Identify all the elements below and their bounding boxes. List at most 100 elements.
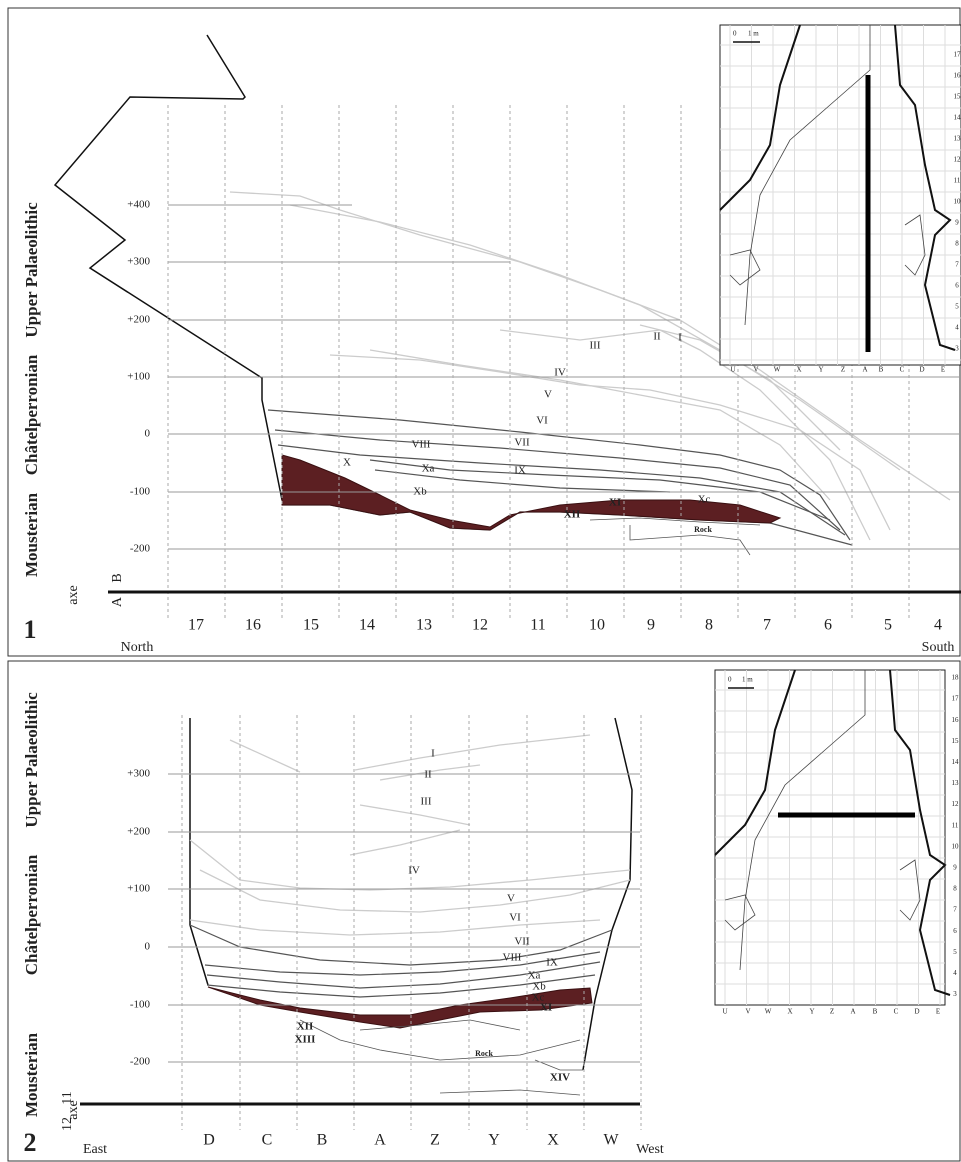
depth-label: 0: [145, 941, 151, 953]
inset-column-label: B: [879, 366, 884, 374]
layer-label: XII: [297, 1021, 314, 1033]
inset-row-label: 7: [955, 261, 959, 269]
layer-label: IV: [408, 865, 420, 877]
depth-label: -100: [130, 999, 151, 1011]
inset-row-label: 8: [953, 885, 957, 893]
inset-row-label: 4: [955, 324, 959, 332]
layer-label: VI: [509, 912, 521, 924]
depth-label: -200: [130, 543, 151, 555]
layer-label: VIII: [412, 439, 431, 451]
inset-row-label: 10: [952, 842, 960, 850]
direction-label: South: [922, 640, 955, 655]
inset-row-label: 3: [955, 345, 959, 353]
inset-row-label: 16: [952, 716, 960, 724]
column-label: W: [603, 1132, 619, 1149]
inset-column-label: V: [753, 366, 758, 374]
inset-row-label: 13: [954, 135, 961, 143]
layer-label: III: [421, 796, 432, 808]
inset-row-label: 6: [955, 282, 959, 290]
inset-column-label: D: [919, 366, 924, 374]
inset-column-label: X: [787, 1008, 792, 1016]
inset-column-label: A: [862, 366, 867, 374]
column-label: 4: [934, 617, 942, 634]
layer-label: VI: [536, 415, 548, 427]
inset-column-label: X: [796, 366, 801, 374]
inset-row-label: 10: [954, 198, 961, 206]
inset-column-label: V: [745, 1008, 750, 1016]
inset-column-label: E: [941, 366, 945, 374]
column-label: 14: [359, 617, 375, 634]
layer-label: XIII: [295, 1034, 316, 1046]
panel-number: 2: [24, 1128, 37, 1157]
layer-label: V: [507, 893, 515, 905]
inset-row-label: 12: [954, 156, 961, 164]
axe-id: 11: [60, 1091, 75, 1104]
inset-row-label: 4: [953, 969, 957, 977]
inset-scale-label: 1 m: [742, 676, 753, 684]
inset-column-label: Y: [809, 1008, 814, 1016]
inset-column-label: A: [850, 1008, 855, 1016]
layer-label: I: [678, 332, 682, 344]
layer-label: Xc: [698, 494, 711, 506]
layer-label: III: [590, 340, 601, 352]
layer-label: X: [343, 457, 351, 469]
inset-row-label: 11: [952, 821, 959, 829]
layer-label: VII: [514, 437, 530, 449]
inset-row-label: 18: [952, 674, 960, 682]
axe-label: axe: [66, 585, 81, 604]
depth-label: +200: [127, 314, 150, 326]
inset-column-label: E: [936, 1008, 940, 1016]
depth-label: -200: [130, 1056, 151, 1068]
inset-row-label: 15: [954, 93, 961, 101]
depth-label: +300: [127, 256, 150, 268]
inset-column-label: U: [730, 366, 735, 374]
inset-scale-label: 0: [728, 676, 732, 684]
column-label: 13: [416, 617, 432, 634]
layer-label: XI: [609, 497, 621, 509]
layer-label: Rock: [694, 525, 712, 534]
column-label: 9: [647, 617, 655, 634]
period-label: Upper Palaeolithic: [22, 202, 41, 338]
layer-label: II: [653, 331, 661, 343]
inset-row-label: 9: [953, 864, 957, 872]
inset-column-label: W: [774, 366, 781, 374]
column-label: C: [262, 1132, 273, 1149]
figure: +400+300+200+1000-100-200171615141312111…: [0, 0, 961, 1162]
column-label: 16: [245, 617, 261, 634]
inset-row-label: 7: [953, 906, 957, 914]
inset-column-label: B: [873, 1008, 878, 1016]
column-label: 8: [705, 617, 713, 634]
period-label: Châtelperronian: [22, 354, 41, 475]
inset-row-label: 12: [952, 800, 960, 808]
rock: [300, 1020, 583, 1095]
inset-frame: [720, 25, 961, 365]
column-label: X: [547, 1132, 559, 1149]
depth-label: +200: [127, 826, 150, 838]
panel-number: 1: [24, 615, 37, 644]
layer-label: XIV: [550, 1072, 570, 1084]
inset-scale-label: 0: [733, 30, 737, 38]
column-label: 17: [188, 617, 204, 634]
inset-row-label: 3: [953, 990, 957, 998]
layer-label: IX: [514, 465, 526, 477]
upper-lines: [190, 735, 630, 935]
axe-id: B: [110, 573, 125, 582]
inset-column-label: Z: [841, 366, 845, 374]
depth-label: +300: [127, 768, 150, 780]
axe-id: 12: [60, 1117, 75, 1131]
column-label: B: [317, 1132, 328, 1149]
column-label: 12: [472, 617, 488, 634]
inset-row-label: 14: [954, 114, 961, 122]
depth-label: 0: [145, 428, 151, 440]
inset-row-label: 6: [953, 927, 957, 935]
column-label: 15: [303, 617, 319, 634]
inset-row-label: 17: [954, 51, 961, 59]
direction-label: North: [121, 640, 154, 655]
layer-label: Rock: [475, 1049, 493, 1058]
column-label: 7: [763, 617, 771, 634]
inset-column-label: U: [722, 1008, 727, 1016]
depth-label: +400: [127, 199, 150, 211]
inset-row-label: 11: [954, 177, 961, 185]
layer-label: II: [424, 769, 432, 781]
column-label: 11: [530, 617, 545, 634]
